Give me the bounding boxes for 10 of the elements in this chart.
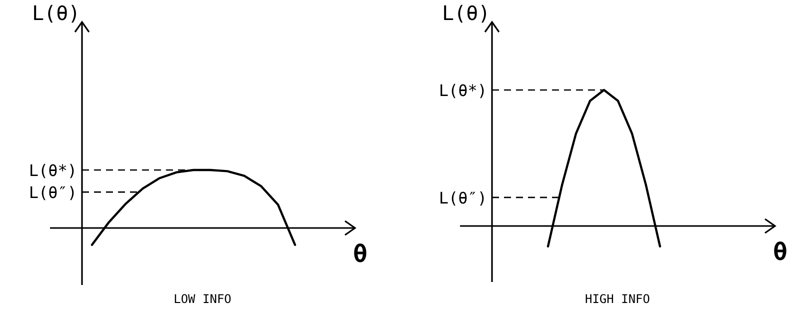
x-axis-title: θ	[773, 238, 787, 266]
ref-line-label: L(θ*)	[438, 81, 487, 100]
text: HIGH INFO	[584, 292, 650, 306]
x-axis-title: θ	[353, 240, 368, 268]
ref-line-label: L(θ″)	[28, 183, 77, 202]
y-axis-title: L(θ)	[32, 1, 80, 25]
y-axis-title: L(θ)	[442, 1, 490, 25]
ref-line-label: L(θ*)	[28, 161, 77, 180]
ref-line-label: L(θ″)	[438, 188, 487, 208]
text: LOW INFO	[174, 292, 232, 306]
